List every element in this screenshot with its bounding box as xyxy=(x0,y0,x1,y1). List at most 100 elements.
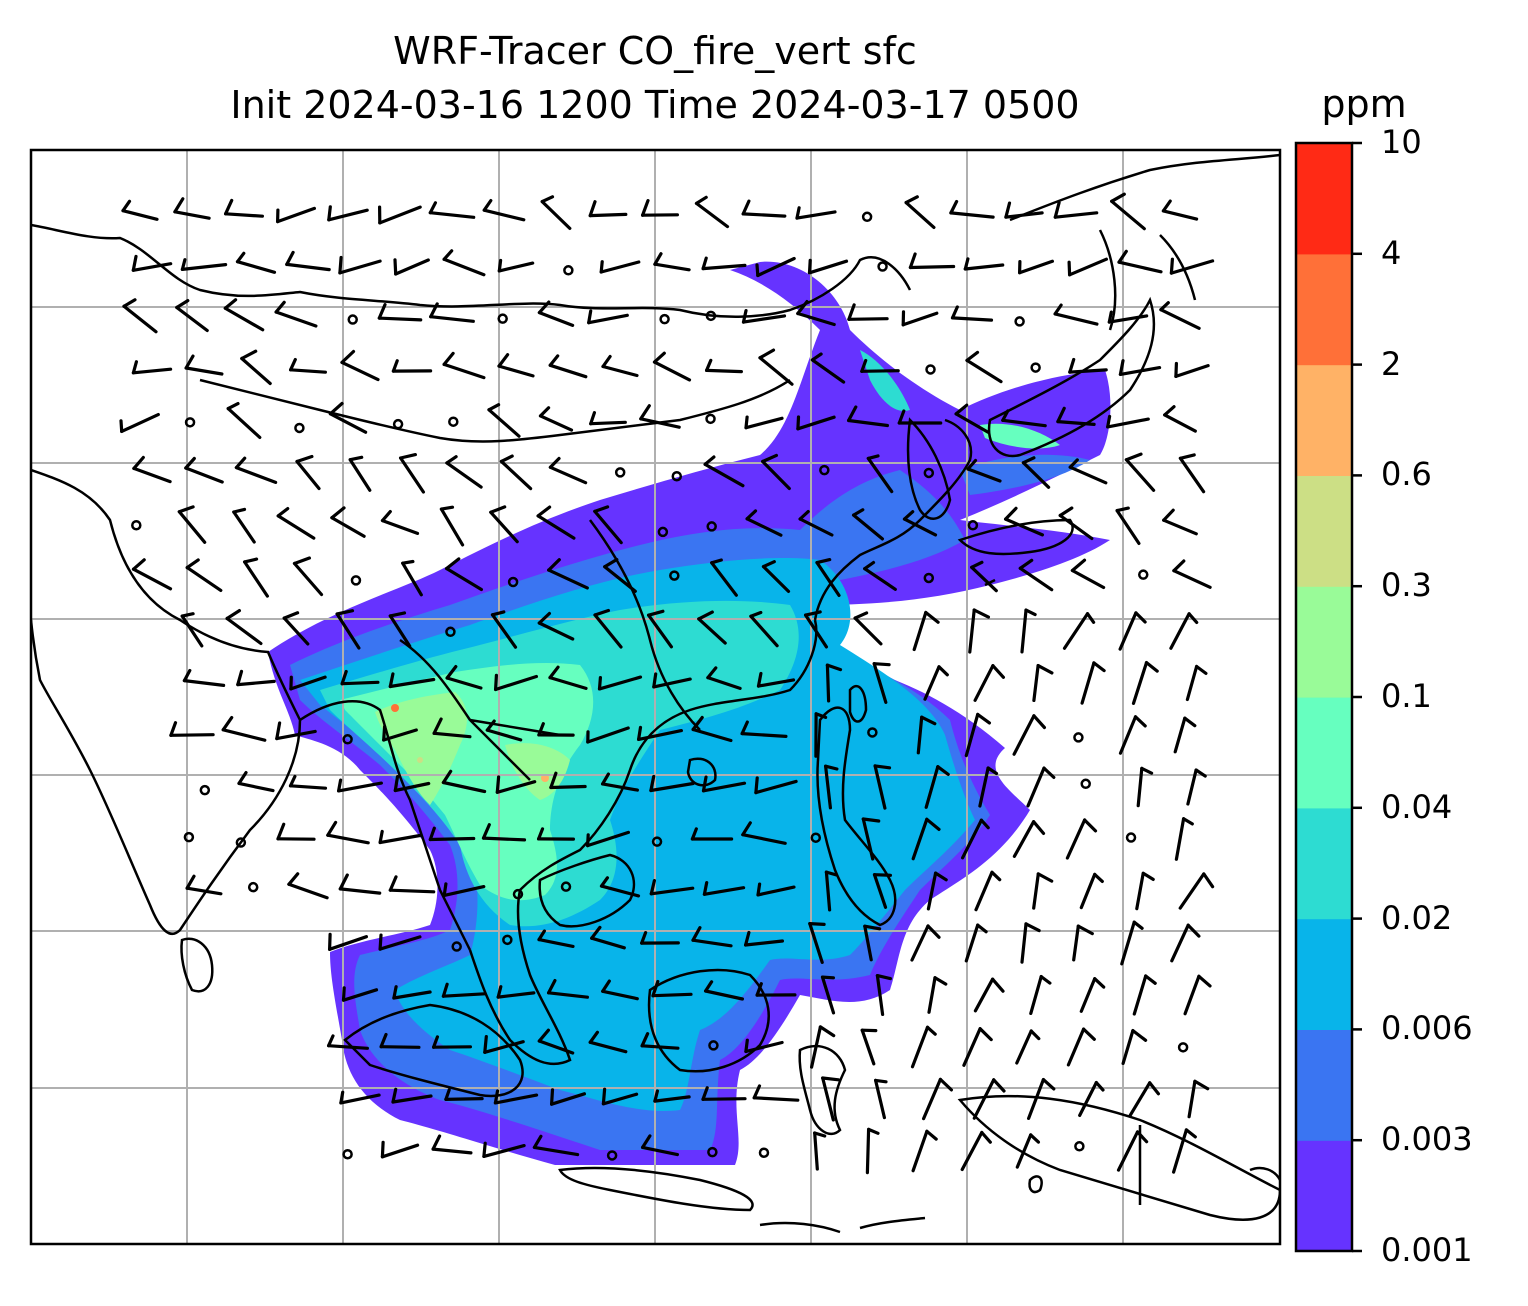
wind-barb-tick xyxy=(1070,558,1087,573)
wind-barb-tick xyxy=(243,557,259,564)
wind-barb-tick xyxy=(1144,974,1157,985)
calm-circle xyxy=(392,418,404,430)
co-streak-japan xyxy=(980,423,1060,449)
wind-barb-tick xyxy=(587,309,593,325)
wind-barb-tick xyxy=(976,712,992,725)
wind-barb-shaft xyxy=(338,887,382,895)
wind-barb-tick xyxy=(236,669,244,687)
wind-barb-shaft xyxy=(445,676,483,690)
wind-barb-tick xyxy=(442,351,455,366)
wind-barb-tick xyxy=(761,453,779,464)
wind-barb-shaft xyxy=(236,679,276,687)
wind-barb-shaft xyxy=(590,936,626,950)
wind-barb-shaft xyxy=(1068,465,1108,485)
wind-barb-tick xyxy=(1024,608,1037,617)
wind-barb-shaft xyxy=(1001,418,1047,428)
wind-barb-tick xyxy=(652,672,658,689)
wind-barb-tick xyxy=(1081,1027,1096,1041)
wind-barb-tick xyxy=(949,199,959,215)
wind-barb-shaft xyxy=(131,262,173,272)
wind-barb-shaft xyxy=(1171,1128,1189,1174)
wind-barb-tick xyxy=(536,827,545,841)
wind-barb-shaft xyxy=(442,362,486,380)
calm-circle xyxy=(1074,1141,1085,1152)
wind-barb-tick xyxy=(497,258,503,273)
calm-circle xyxy=(657,526,669,538)
wind-barb-tick xyxy=(432,717,443,735)
calm-circle xyxy=(1080,778,1091,790)
wind-barb-shaft xyxy=(741,314,787,324)
coastline-north-asia xyxy=(31,223,912,319)
wind-barb-shaft xyxy=(1032,663,1040,703)
wind-barb-shaft xyxy=(921,1077,943,1121)
wind-barb-tick xyxy=(180,258,187,271)
wind-barb-shaft xyxy=(1118,366,1162,376)
wind-barb-tick xyxy=(701,775,708,793)
co-plume-level6 xyxy=(375,692,467,805)
wind-barb-shaft xyxy=(860,369,900,373)
wind-barb-shaft xyxy=(327,208,369,222)
wind-barb-tick xyxy=(223,298,238,310)
calm-circle xyxy=(671,470,683,482)
calm-circle xyxy=(445,626,456,638)
wind-barb-tick xyxy=(702,880,709,896)
wind-barb-shaft xyxy=(132,466,172,484)
wind-barb-shaft xyxy=(1162,518,1198,536)
wind-barb-shaft xyxy=(1020,922,1028,964)
wind-barb-tick xyxy=(872,662,891,667)
wind-barb-shaft xyxy=(924,765,940,809)
calm-circle xyxy=(560,881,572,892)
wind-barb-shaft xyxy=(697,617,727,645)
coastline-indochina xyxy=(468,619,818,1066)
wind-barb-tick xyxy=(287,872,300,886)
wind-barb-tick xyxy=(1067,260,1072,277)
wind-barb-shaft xyxy=(394,258,430,276)
wind-barb-tick xyxy=(701,1086,709,1101)
wind-barb-tick xyxy=(481,823,491,840)
wind-barb-tick xyxy=(697,610,714,621)
calm-circle xyxy=(294,422,305,434)
wind-barb-tick xyxy=(537,300,551,315)
wind-barb-shaft xyxy=(1124,458,1156,492)
wind-barb-shaft xyxy=(1187,1079,1197,1119)
wind-barb-tick xyxy=(990,870,1002,882)
wind-barb-shaft xyxy=(964,923,980,963)
wind-barb-tick xyxy=(585,833,590,848)
colorbar-swatch xyxy=(1296,807,1352,920)
wind-barb-tick xyxy=(1018,558,1034,570)
wind-barb-tick xyxy=(537,929,547,942)
calm-circle xyxy=(502,934,513,946)
calm-circle xyxy=(183,831,195,843)
wind-barb-tick xyxy=(378,829,384,845)
wind-barb-shaft xyxy=(652,360,692,382)
wind-barb-tick xyxy=(796,415,801,431)
wind-barb-tick xyxy=(703,980,714,993)
wind-barb-shaft xyxy=(600,782,640,792)
wind-barb-shaft xyxy=(1078,1080,1098,1118)
wind-barb-shaft xyxy=(904,201,936,229)
co-streak-japan2 xyxy=(960,454,1090,495)
wind-barb-shaft xyxy=(1106,417,1150,429)
wind-barb-shaft xyxy=(234,466,278,484)
wind-barb-shaft xyxy=(588,212,628,218)
wind-barb-shaft xyxy=(377,316,423,322)
wind-barb-tick xyxy=(483,1034,488,1054)
wind-barb-tick xyxy=(875,973,893,981)
wind-barb-shaft xyxy=(1012,714,1036,756)
wind-barb-tick xyxy=(1174,361,1179,378)
wind-barb-tick xyxy=(863,560,876,571)
wind-barb-tick xyxy=(640,930,648,945)
wind-barb-shaft xyxy=(803,613,829,649)
wind-barb-tick xyxy=(184,456,196,470)
wind-barb-tick xyxy=(640,1032,650,1048)
wind-barb-shaft xyxy=(330,516,366,538)
wind-barb-shaft xyxy=(1020,608,1028,654)
wind-barb-tick xyxy=(429,302,439,319)
wind-barb-shaft xyxy=(546,991,590,999)
wind-barb-tick xyxy=(752,1084,762,1100)
wind-barb-tick xyxy=(428,201,437,215)
wind-barb-shaft xyxy=(752,1096,800,1102)
wind-barb-tick xyxy=(706,666,718,680)
co-hotspot xyxy=(391,704,399,712)
wind-barb-tick xyxy=(1029,1133,1041,1144)
